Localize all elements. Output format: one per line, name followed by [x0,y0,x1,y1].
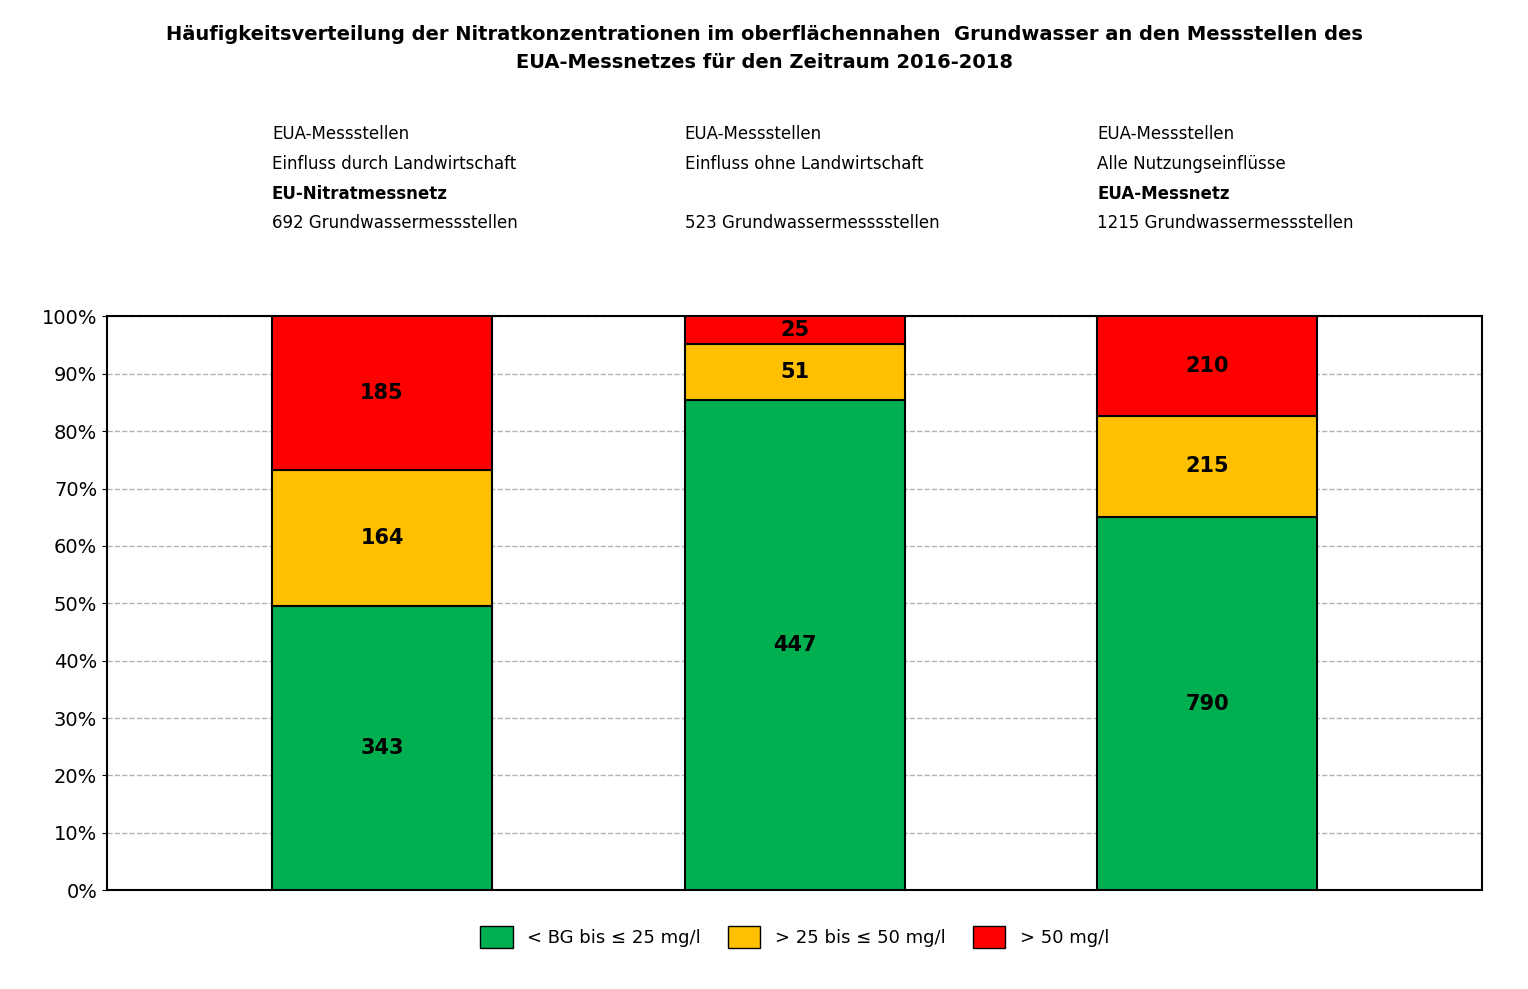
Text: 343: 343 [361,738,403,758]
Text: Alle Nutzungseinflüsse: Alle Nutzungseinflüsse [1097,155,1287,173]
Text: 210: 210 [1186,356,1229,376]
Text: 215: 215 [1186,456,1229,477]
Bar [685,400,905,890]
Legend: < BG bis ≤ 25 mg/l, > 25 bis ≤ 50 mg/l, > 50 mg/l: < BG bis ≤ 25 mg/l, > 25 bis ≤ 50 mg/l, … [472,919,1117,955]
Text: 25: 25 [779,320,810,340]
Bar [685,344,905,400]
Bar [272,316,492,470]
Text: Einfluss ohne Landwirtschaft: Einfluss ohne Landwirtschaft [685,155,923,173]
Text: 185: 185 [361,383,403,404]
Bar [685,316,905,344]
Bar [1097,517,1317,890]
Bar [1097,316,1317,415]
Text: EUA-Messstellen: EUA-Messstellen [1097,126,1235,143]
Bar [272,470,492,606]
Text: Häufigkeitsverteilung der Nitratkonzentrationen im oberflächennahen  Grundwasser: Häufigkeitsverteilung der Nitratkonzentr… [165,25,1363,72]
Text: 790: 790 [1186,693,1229,714]
Text: 51: 51 [779,362,810,382]
Text: EU-Nitratmessnetz: EU-Nitratmessnetz [272,185,448,203]
Text: 692 Grundwassermessstellen: 692 Grundwassermessstellen [272,215,518,232]
Text: EUA-Messstellen: EUA-Messstellen [272,126,410,143]
Text: 447: 447 [773,635,816,655]
Text: EUA-Messstellen: EUA-Messstellen [685,126,822,143]
Text: 164: 164 [361,528,403,548]
Bar [1097,415,1317,517]
Bar [272,606,492,890]
Text: Einfluss durch Landwirtschaft: Einfluss durch Landwirtschaft [272,155,516,173]
Text: 523 Grundwassermesssstellen: 523 Grundwassermesssstellen [685,215,940,232]
Text: 1215 Grundwassermessstellen: 1215 Grundwassermessstellen [1097,215,1354,232]
Text: EUA-Messnetz: EUA-Messnetz [1097,185,1230,203]
